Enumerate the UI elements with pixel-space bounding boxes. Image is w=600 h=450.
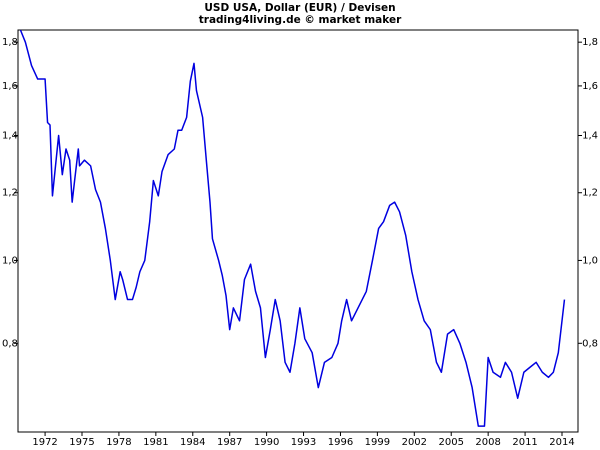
x-tick-label: 1987: [217, 437, 242, 448]
x-tick-label: 1996: [328, 437, 353, 448]
y-tick-label: 1,6: [2, 81, 18, 92]
plot-frame: [17, 29, 579, 433]
y-tick-label: 1,0: [2, 255, 18, 266]
y2-tick-label: 1,4: [582, 130, 598, 141]
y2-tick-label: 1,2: [582, 188, 598, 199]
x-tick-label: 1978: [106, 437, 131, 448]
y-tick-label: 1,8: [2, 37, 18, 48]
y-tick-label: 1,4: [2, 130, 18, 141]
x-tick-label: 1981: [143, 437, 168, 448]
y-tick-label: 1,2: [2, 188, 18, 199]
x-tick-label: 1990: [254, 437, 279, 448]
y2-tick-label: 0,8: [582, 338, 598, 349]
x-tick-label: 2011: [512, 437, 537, 448]
chart-subtitle: trading4living.de © market maker: [199, 14, 402, 26]
x-tick-label: 2005: [439, 437, 464, 448]
x-tick-label: 1972: [32, 437, 57, 448]
x-tick-label: 1984: [180, 437, 205, 448]
y-tick-label: 0,8: [2, 338, 18, 349]
x-tick-label: 2002: [402, 437, 427, 448]
x-tick-label: 1993: [291, 437, 316, 448]
x-tick-label: 2008: [475, 437, 500, 448]
x-tick-label: 2014: [549, 437, 574, 448]
price-line: [19, 29, 566, 427]
chart-title: USD USA, Dollar (EUR) / Devisen: [204, 2, 395, 14]
x-tick-label: 1999: [365, 437, 390, 448]
y2-tick-label: 1,0: [582, 255, 598, 266]
y2-tick-label: 1,8: [582, 37, 598, 48]
y2-tick-label: 1,6: [582, 81, 598, 92]
x-tick-label: 1975: [69, 437, 94, 448]
